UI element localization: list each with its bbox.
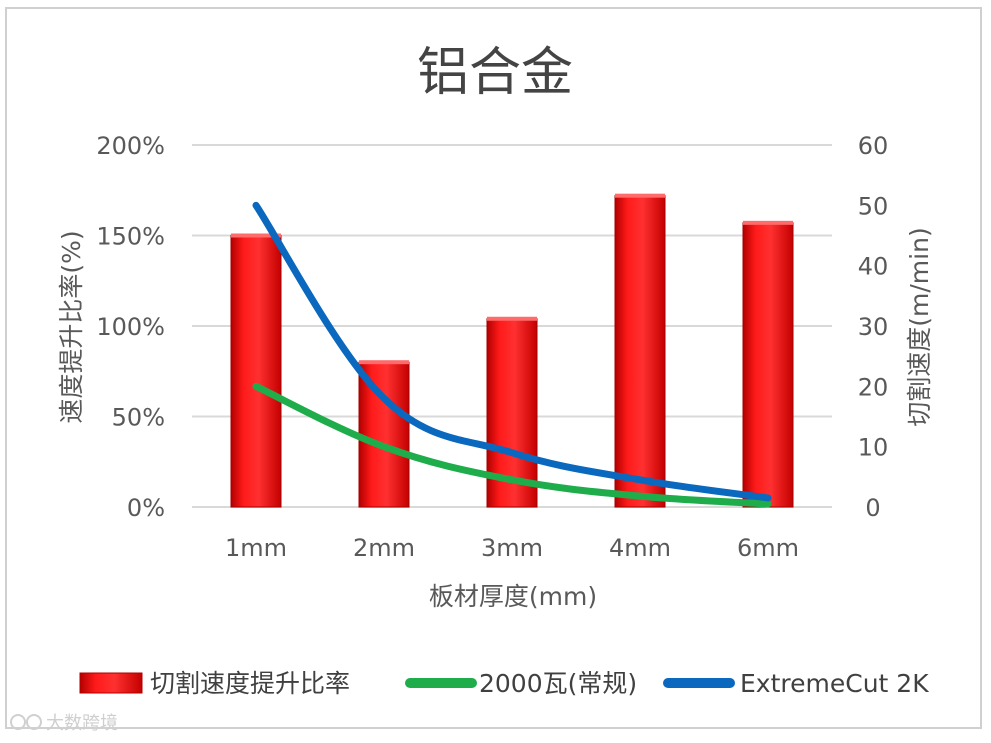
y-tick-label: 150% (96, 223, 165, 251)
y-tick-label: 50% (112, 404, 165, 432)
y2-tick-label: 40 (858, 253, 889, 281)
x-tick-label: 6mm (737, 534, 799, 562)
x-tick-label: 2mm (353, 534, 415, 562)
y-axis-ticks: 0% 50% 100% 150% 200% (96, 132, 165, 522)
watermark-text: 大数跨境 (46, 713, 118, 734)
x-axis-title: 板材厚度(mm) (429, 582, 597, 611)
bar-cap (487, 316, 537, 321)
y2-tick-label: 50 (858, 192, 889, 220)
legend-label-bar: 切割速度提升比率 (150, 669, 350, 698)
watermark: 大数跨境 (10, 713, 118, 734)
bar-series (230, 193, 794, 508)
y2-axis-title: 切割速度(m/min) (905, 227, 934, 426)
legend-label-green-line: 2000瓦(常规) (479, 669, 637, 698)
x-tick-label: 3mm (481, 534, 543, 562)
legend: 切割速度提升比率 2000瓦(常规) ExtremeCut 2K (79, 669, 929, 698)
bar (358, 361, 410, 508)
y2-tick-label: 60 (858, 132, 889, 160)
y2-tick-label: 0 (865, 494, 880, 522)
y-tick-label: 100% (96, 313, 165, 341)
x-axis-ticks: 1mm 2mm 3mm 4mm 6mm (225, 534, 799, 562)
y2-tick-label: 10 (858, 434, 889, 462)
chart-title: 铝合金 (417, 43, 573, 103)
quote-logo-icon (10, 714, 42, 730)
bar-cap (231, 233, 281, 238)
y-axis-title: 速度提升比率(%) (57, 230, 86, 423)
series-line (252, 382, 772, 508)
bar (614, 195, 666, 508)
bar-cap (743, 220, 793, 225)
bar-cap (359, 360, 409, 365)
x-tick-label: 4mm (609, 534, 671, 562)
y2-tick-label: 30 (858, 313, 889, 341)
x-tick-label: 1mm (225, 534, 287, 562)
y2-axis-ticks: 0 10 20 30 40 50 60 (858, 132, 889, 522)
y2-tick-label: 20 (858, 373, 889, 401)
series-line (252, 201, 772, 502)
y-tick-label: 200% (96, 132, 165, 160)
bar (742, 222, 794, 508)
legend-label-blue-line: ExtremeCut 2K (740, 669, 929, 698)
line-series (252, 201, 772, 508)
bar (230, 235, 282, 508)
y-tick-label: 0% (127, 494, 165, 522)
legend-swatch-bar (79, 672, 143, 694)
bar-cap (615, 193, 665, 198)
